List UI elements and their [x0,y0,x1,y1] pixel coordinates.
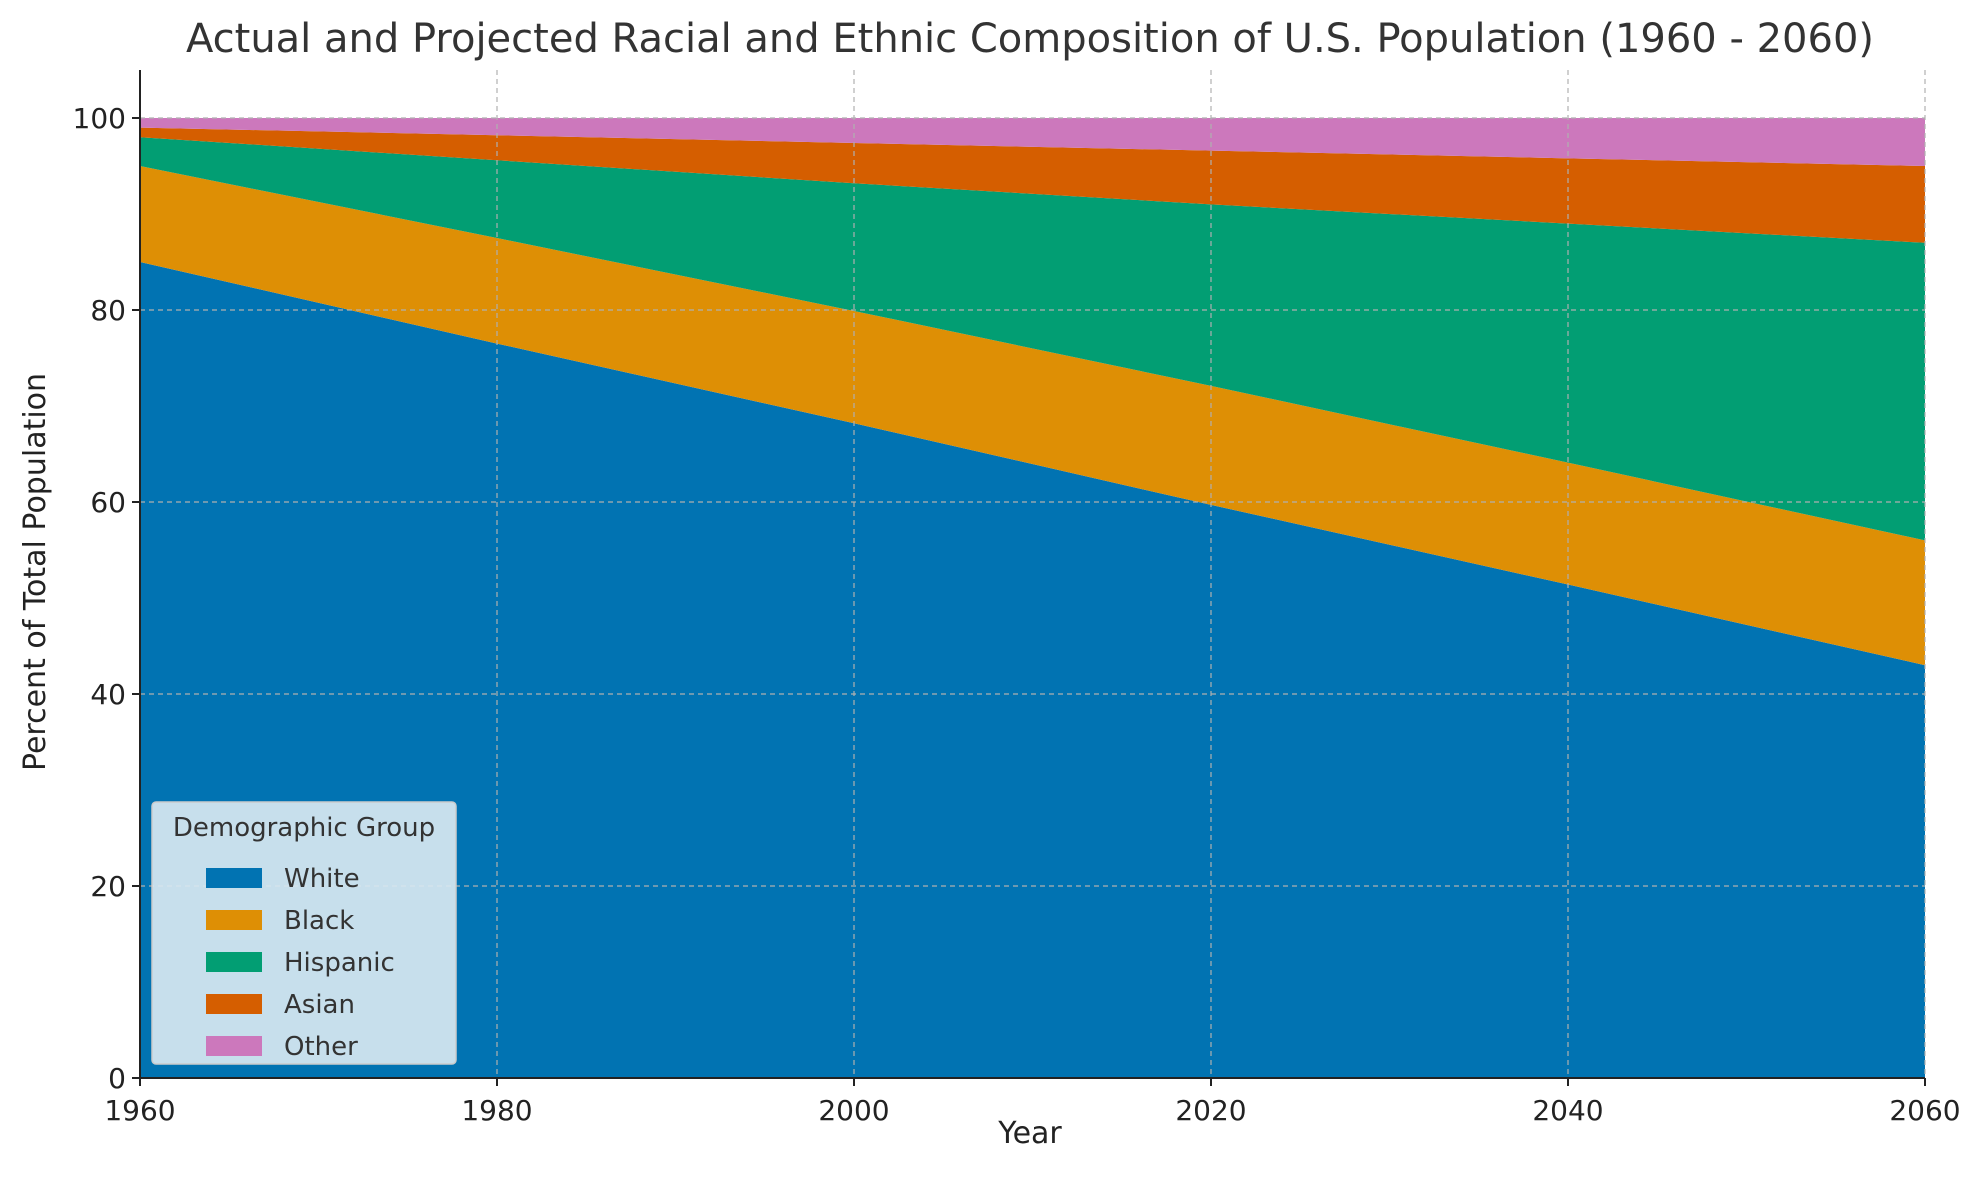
x-tick-label-1980: 1980 [461,1094,532,1127]
legend-swatch-hispanic [206,952,262,972]
legend-label-hispanic: Hispanic [284,948,395,978]
y-tick-label-100: 100 [73,102,126,135]
y-tick-label-80: 80 [90,294,126,327]
legend-label-black: Black [284,906,354,936]
x-tick-label-2000: 2000 [818,1094,889,1127]
legend-swatch-black [206,910,262,930]
legend-title: Demographic Group [173,813,435,843]
y-tick-label-60: 60 [90,486,126,519]
legend-label-other: Other [284,1032,358,1062]
legend-swatch-asian [206,994,262,1014]
legend-swatch-other [206,1036,262,1056]
legend-swatch-white [206,868,262,888]
area-series-white [140,262,1925,1078]
x-tick-label-2060: 2060 [1889,1094,1960,1127]
area-series-asian [140,127,1925,243]
chart-title: Actual and Projected Racial and Ethnic C… [186,16,1874,62]
y-tick-label-0: 0 [108,1062,126,1095]
y-tick-label-20: 20 [90,870,126,903]
area-series-group [140,118,1925,1078]
x-axis-label: Year [997,1116,1062,1151]
y-tick-label-40: 40 [90,678,126,711]
x-tick-label-2020: 2020 [1175,1094,1246,1127]
area-series-black [140,166,1925,666]
legend: Demographic Group White Black Hispanic Asian… [151,801,457,1065]
legend-label-white: White [284,864,360,894]
y-axis-label: Percent of Total Population [18,373,53,771]
axes [139,70,1925,1079]
legend-label-asian: Asian [284,990,355,1020]
area-series-hispanic [140,137,1925,541]
x-tick-label-1960: 1960 [104,1094,175,1127]
area-series-other [140,118,1925,166]
x-tick-label-2040: 2040 [1532,1094,1603,1127]
